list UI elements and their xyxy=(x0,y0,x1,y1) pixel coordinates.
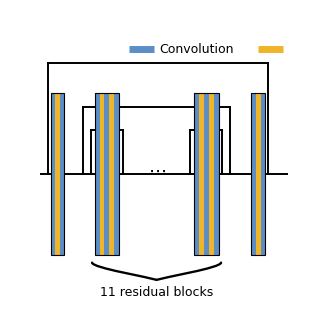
Bar xyxy=(104,92,109,255)
Text: ⋯: ⋯ xyxy=(149,163,167,180)
Bar xyxy=(252,92,265,255)
Text: 11 residual blocks: 11 residual blocks xyxy=(100,286,213,299)
Bar xyxy=(55,92,60,255)
Bar xyxy=(109,92,115,255)
Bar xyxy=(204,92,209,255)
Bar xyxy=(95,92,100,255)
Bar xyxy=(252,92,256,255)
Bar xyxy=(256,92,260,255)
Bar xyxy=(51,92,55,255)
Bar xyxy=(60,92,64,255)
Bar xyxy=(95,92,119,255)
Text: Convolution: Convolution xyxy=(159,43,234,56)
Bar xyxy=(51,92,64,255)
Bar xyxy=(194,92,199,255)
Bar xyxy=(260,92,265,255)
Bar xyxy=(214,92,219,255)
Bar xyxy=(194,92,219,255)
Bar xyxy=(199,92,204,255)
Bar xyxy=(115,92,119,255)
Bar xyxy=(209,92,214,255)
Bar xyxy=(100,92,104,255)
